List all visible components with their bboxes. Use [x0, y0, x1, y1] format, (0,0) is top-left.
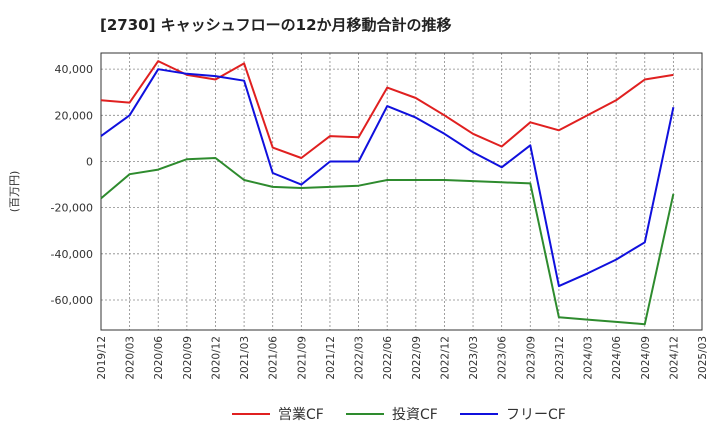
x-tick-label: 2022/09 — [411, 336, 423, 380]
plot-area — [101, 53, 702, 330]
legend-swatch-investing-cf — [346, 413, 384, 415]
x-tick-label: 2024/09 — [640, 336, 652, 380]
y-axis-label: (百万円) — [8, 171, 21, 213]
legend-item-investing-cf: 投資CF — [346, 404, 438, 424]
x-tick-label: 2021/06 — [268, 336, 280, 380]
x-tick-label: 2019/12 — [96, 336, 108, 380]
y-tick-label: -40,000 — [51, 248, 93, 261]
chart-title: [2730] キャッシュフローの12か月移動合計の推移 — [100, 16, 452, 34]
x-tick-label: 2020/12 — [210, 336, 222, 380]
x-tick-label: 2023/03 — [468, 336, 480, 380]
x-tick-label: 2021/03 — [239, 336, 251, 380]
x-tick-label: 2022/12 — [439, 336, 451, 380]
legend-label-investing-cf: 投資CF — [392, 407, 438, 423]
x-tick-label: 2024/12 — [668, 336, 680, 380]
x-tick-label: 2020/09 — [182, 336, 194, 380]
legend-item-free-cf: フリーCF — [460, 404, 566, 424]
x-tick-label: 2023/12 — [554, 336, 566, 380]
y-tick-label: 20,000 — [55, 109, 94, 122]
legend: 営業CF 投資CF フリーCF — [0, 404, 720, 428]
x-tick-label: 2021/12 — [325, 336, 337, 380]
x-tick-label: 2023/06 — [497, 336, 509, 380]
legend-swatch-free-cf — [460, 413, 498, 415]
y-tick-label: -20,000 — [51, 202, 93, 215]
legend-label-operating-cf: 営業CF — [278, 407, 324, 423]
x-tick-label: 2024/03 — [583, 336, 595, 380]
series-line-2 — [100, 68, 675, 288]
x-tick-label: 2022/03 — [354, 336, 366, 380]
y-tick-label: -60,000 — [51, 294, 93, 307]
y-tick-label: 40,000 — [55, 63, 94, 76]
x-tick-label: 2020/03 — [125, 336, 137, 380]
plot-frame — [100, 52, 703, 331]
legend-swatch-operating-cf — [232, 413, 270, 415]
y-tick-label: 0 — [86, 155, 93, 168]
x-tick-label: 2023/09 — [525, 336, 537, 380]
legend-item-operating-cf: 営業CF — [232, 404, 324, 424]
x-tick-label: 2025/03 — [697, 336, 709, 380]
legend-label-free-cf: フリーCF — [506, 407, 566, 423]
series-line-0 — [100, 60, 674, 159]
series-line-1 — [100, 157, 675, 326]
x-tick-label: 2022/06 — [382, 336, 394, 380]
x-tick-label: 2020/06 — [153, 336, 165, 380]
x-tick-label: 2024/06 — [611, 336, 623, 380]
x-tick-label: 2021/09 — [296, 336, 308, 380]
